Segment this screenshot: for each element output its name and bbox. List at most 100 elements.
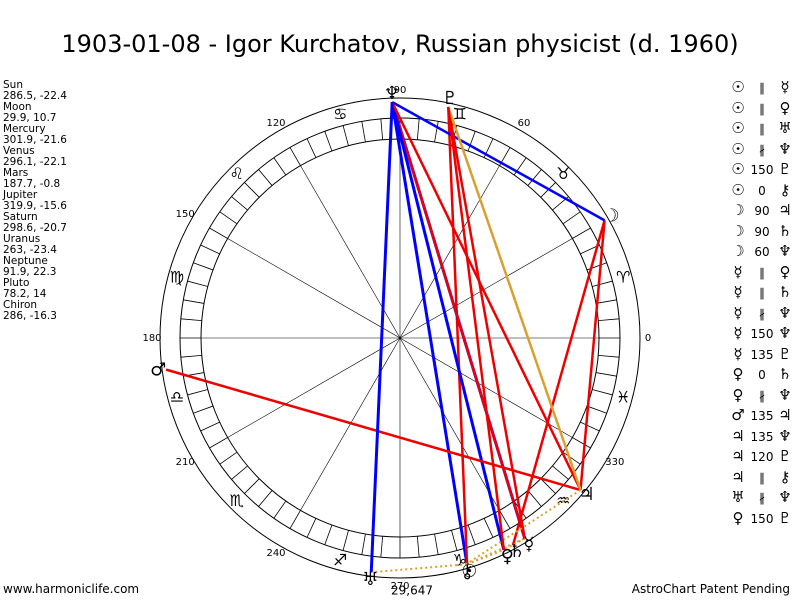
aspect-type: 135 xyxy=(750,347,774,362)
planet-glyph: ☽ xyxy=(603,205,619,226)
aspect-p2: ⚷ xyxy=(779,467,791,486)
aspect-p1: ☉ xyxy=(731,139,745,158)
planet-coords: 187.7-0.8 xyxy=(3,178,67,190)
tick xyxy=(289,147,301,166)
planet-lat: 22.3 xyxy=(26,266,56,278)
tick xyxy=(416,118,420,140)
planet-lon: 301.9 xyxy=(3,134,34,146)
degree-label: 90 xyxy=(394,85,407,96)
aspect-type: 0 xyxy=(758,368,766,382)
aspect-line xyxy=(447,106,469,565)
aspect-row: ☿ 150 ♆ xyxy=(728,324,794,345)
aspect-type: ∥ xyxy=(759,470,765,485)
planet-coords: 286-16.3 xyxy=(3,310,67,322)
aspect-p2: ⚷ xyxy=(779,180,791,199)
aspect-row: ☽ 90 ♃ xyxy=(728,201,794,222)
aspect-type: ∦ xyxy=(759,491,765,505)
aspect-type: ∥ xyxy=(759,265,765,280)
planet-glyph: ♀ xyxy=(501,546,514,567)
aspect-type: 120 xyxy=(750,450,774,464)
planet-lat: -20.7 xyxy=(33,222,67,234)
degree-label: 210 xyxy=(176,457,195,468)
tick xyxy=(572,227,591,239)
tick xyxy=(595,372,617,377)
spoke xyxy=(227,238,401,339)
aspect-row: ☉ 150 ♇ xyxy=(728,160,794,181)
aspect-p1: ☉ xyxy=(731,180,745,199)
aspect-list: ☉ ∥ ☿ ☉ ∥ ♀ ☉ ∥ ♅ ☉ ∦ ♆ ☉ 150 ♇ ☉ 0 ⚷ ☽ 90 ♃ ☽ 90 ♄ ☽ 60 ♆ ☿ ∥ ♀ ☿ ∥ ♄ ☿ ∦… xyxy=(728,78,794,529)
tick xyxy=(183,299,205,304)
aspect-p2: ♀ xyxy=(779,98,791,117)
tick xyxy=(209,437,228,449)
aspect-type: ∥ xyxy=(759,122,765,136)
aspect-line xyxy=(447,106,582,491)
aspect-p2: ♆ xyxy=(778,139,792,158)
aspect-type: 150 xyxy=(750,327,774,341)
tick xyxy=(244,182,260,198)
sign-glyph: ♌ xyxy=(229,164,243,183)
aspect-row: ♀ 0 ♄ xyxy=(728,365,794,386)
planet-glyph: ♄ xyxy=(509,541,525,562)
aspect-p1: ♃ xyxy=(731,426,745,445)
planet-lat: -22.4 xyxy=(33,90,67,102)
planet-coords: 29.910.7 xyxy=(3,112,67,124)
sign-glyph: ♈ xyxy=(616,268,630,287)
aspect-row: ☉ ∥ ♀ xyxy=(728,99,794,120)
planet-coords: 286.5-22.4 xyxy=(3,90,67,102)
planet-name: Venus xyxy=(3,145,35,157)
aspect-row: ☿ ∦ ♆ xyxy=(728,304,794,325)
spoke xyxy=(399,337,500,511)
aspect-p2: ♇ xyxy=(778,344,792,363)
planet-lat: -21.6 xyxy=(33,134,67,146)
aspect-type: ∦ xyxy=(759,388,765,403)
aspect-p1: ♃ xyxy=(731,467,745,486)
planet-glyph: ♅ xyxy=(362,569,378,590)
aspect-p1: ☽ xyxy=(731,221,745,240)
tick xyxy=(342,125,349,146)
aspect-p2: ♆ xyxy=(778,488,792,506)
aspect-p1: ♃ xyxy=(731,447,745,465)
planet-lat: -22.1 xyxy=(33,156,67,168)
aspect-p1: ☿ xyxy=(733,303,743,322)
aspect-row: ♅ ∦ ♆ xyxy=(728,488,794,509)
planet-coords: 263-23.4 xyxy=(3,244,67,256)
tick xyxy=(289,510,301,529)
tick xyxy=(306,518,317,538)
aspect-p1: ♅ xyxy=(731,488,745,506)
spoke xyxy=(399,165,500,339)
aspect-line xyxy=(447,106,526,539)
tick xyxy=(434,533,439,555)
ring xyxy=(159,97,641,579)
planet-glyph: ♂ xyxy=(150,360,166,381)
tick xyxy=(219,211,238,225)
aspect-row: ☿ ∥ ♀ xyxy=(728,263,794,284)
aspect-p1: ☉ xyxy=(731,78,745,96)
planet-coords: 78.214 xyxy=(3,288,67,300)
planet-lon: 298.6 xyxy=(3,222,34,234)
planet-lon: 187.7 xyxy=(3,178,34,190)
aspect-p2: ♆ xyxy=(778,426,792,445)
aspect-type: ∥ xyxy=(759,81,765,95)
tick xyxy=(451,530,458,551)
aspect-p1: ☿ xyxy=(733,324,743,342)
aspect-line xyxy=(369,102,394,573)
aspect-p1: ♀ xyxy=(732,508,744,527)
tick xyxy=(180,318,202,322)
planet-name: Moon xyxy=(3,101,32,113)
aspect-row: ☿ ∥ ♄ xyxy=(728,283,794,304)
tick xyxy=(273,157,287,176)
tick xyxy=(467,131,476,152)
degree-label: 0 xyxy=(645,333,651,344)
tick xyxy=(258,490,273,507)
aspect-row: ♂ 135 ♃ xyxy=(728,406,794,427)
degree-label: 120 xyxy=(266,118,285,129)
aspect-row: ☽ 90 ♄ xyxy=(728,222,794,243)
aspect-row: ☉ 0 ⚷ xyxy=(728,181,794,202)
aspect-type: ∥ xyxy=(759,101,765,116)
aspect-p1: ♀ xyxy=(732,385,744,404)
tick xyxy=(361,533,366,555)
aspect-p2: ♇ xyxy=(778,447,792,465)
spoke xyxy=(399,337,573,438)
degree-label: 150 xyxy=(176,209,195,220)
